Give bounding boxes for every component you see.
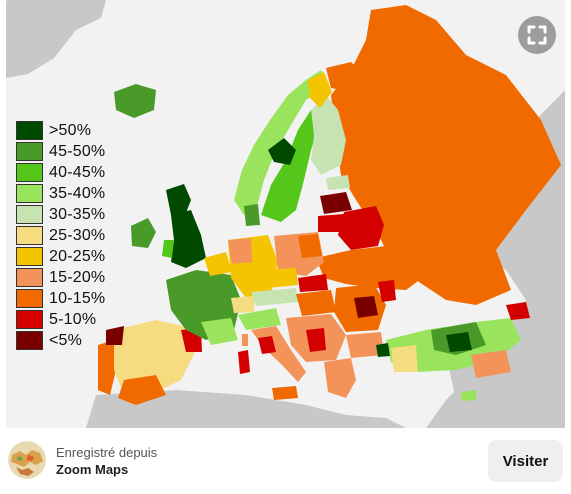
- denmark-region: [244, 204, 260, 226]
- france-south-region: [201, 318, 238, 345]
- austria-region: [251, 288, 298, 306]
- turkey-south-region: [471, 350, 511, 378]
- istanbul-region: [376, 343, 390, 357]
- greenland-region: [6, 0, 106, 78]
- legend-label: 40-45%: [49, 163, 106, 181]
- saved-from-label: Enregistré depuis: [56, 445, 158, 460]
- finland-region: [311, 95, 346, 175]
- legend-label: >50%: [49, 121, 92, 139]
- italy-north-region: [238, 308, 281, 330]
- expand-icon: [527, 25, 547, 45]
- benelux-region: [204, 252, 232, 276]
- latvia-region: [320, 192, 352, 214]
- map-legend: >50% 45-50% 40-45% 35-40% 30-35% 25-30%: [16, 120, 105, 351]
- legend-swatch: [16, 331, 43, 350]
- sicily-region: [272, 386, 298, 400]
- switzerland-region: [231, 296, 254, 313]
- legend-swatch: [16, 184, 43, 203]
- slovakia-region: [298, 274, 328, 292]
- greece-region: [324, 358, 356, 398]
- germany-west-region: [228, 238, 252, 264]
- wales-region: [162, 240, 174, 258]
- legend-label: 20-25%: [49, 247, 106, 265]
- legend-item: 10-15%: [16, 288, 105, 309]
- legend-swatch: [16, 163, 43, 182]
- legend-label: 45-50%: [49, 142, 106, 160]
- legend-label: <5%: [49, 331, 83, 349]
- legend-label: 15-20%: [49, 268, 106, 286]
- legend-label: 5-10%: [49, 310, 97, 328]
- legend-item: 5-10%: [16, 309, 105, 330]
- zoom-button[interactable]: [518, 16, 556, 54]
- belarus-region: [338, 206, 384, 250]
- lithuania-region: [318, 214, 344, 232]
- iceland-region: [114, 84, 156, 118]
- norway-region: [234, 70, 328, 215]
- legend-swatch: [16, 268, 43, 287]
- legend-swatch: [16, 121, 43, 140]
- source-name-link[interactable]: Zoom Maps: [56, 462, 129, 477]
- sweden-region: [261, 110, 321, 222]
- russia-kola-region: [326, 62, 368, 92]
- estonia-region: [326, 175, 350, 190]
- legend-item: 35-40%: [16, 183, 105, 204]
- legend-swatch: [16, 310, 43, 329]
- finland-north-region: [308, 72, 332, 108]
- legend-item: 40-45%: [16, 162, 105, 183]
- legend-item: 15-20%: [16, 267, 105, 288]
- legend-item: 20-25%: [16, 246, 105, 267]
- sardinia-region: [238, 350, 250, 374]
- balkans-west-region: [306, 328, 326, 352]
- north-africa-region: [86, 390, 406, 428]
- turkey-west-region: [391, 345, 418, 372]
- legend-swatch: [16, 142, 43, 161]
- source-avatar[interactable]: [8, 441, 46, 479]
- pin-footer: Enregistré depuis Zoom Maps Visiter: [0, 428, 571, 494]
- spain-north-region: [106, 326, 124, 345]
- spain-region: [114, 320, 196, 395]
- visit-button[interactable]: Visiter: [488, 440, 563, 482]
- legend-label: 10-15%: [49, 289, 106, 307]
- legend-item: >50%: [16, 120, 105, 141]
- romania-center-region: [354, 296, 378, 318]
- turkey-core-region: [446, 332, 472, 352]
- legend-item: 45-50%: [16, 141, 105, 162]
- sweden-north-region: [268, 138, 296, 165]
- globe-map-icon: [8, 441, 46, 479]
- bulgaria-region: [346, 332, 384, 358]
- legend-label: 25-30%: [49, 226, 106, 244]
- czechia-region: [264, 268, 298, 288]
- legend-label: 35-40%: [49, 184, 106, 202]
- caucasus-region: [506, 302, 530, 320]
- moldova-region: [378, 280, 396, 302]
- europe-map: [6, 0, 565, 428]
- russia-region: [331, 5, 561, 305]
- poland-east-region: [298, 234, 322, 258]
- map-image[interactable]: >50% 45-50% 40-45% 35-40% 30-35% 25-30%: [6, 0, 565, 428]
- legend-label: 30-35%: [49, 205, 106, 223]
- italy-center-region: [258, 336, 276, 354]
- ukraine-region: [316, 246, 426, 290]
- legend-item: 30-35%: [16, 204, 105, 225]
- corsica-region: [242, 334, 248, 346]
- scotland-region: [166, 184, 191, 218]
- cyprus-region: [461, 390, 476, 401]
- england-region: [171, 210, 206, 268]
- spain-south-region: [118, 375, 166, 405]
- legend-swatch: [16, 205, 43, 224]
- hungary-region: [296, 290, 336, 316]
- legend-swatch: [16, 226, 43, 245]
- legend-swatch: [16, 289, 43, 308]
- portugal-region: [98, 340, 116, 395]
- legend-item: <5%: [16, 330, 105, 351]
- legend-swatch: [16, 247, 43, 266]
- legend-item: 25-30%: [16, 225, 105, 246]
- ireland-region: [131, 218, 156, 248]
